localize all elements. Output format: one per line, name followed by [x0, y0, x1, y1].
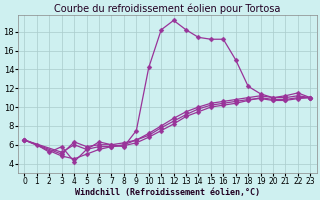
X-axis label: Windchill (Refroidissement éolien,°C): Windchill (Refroidissement éolien,°C): [75, 188, 260, 197]
Title: Courbe du refroidissement éolien pour Tortosa: Courbe du refroidissement éolien pour To…: [54, 3, 281, 14]
